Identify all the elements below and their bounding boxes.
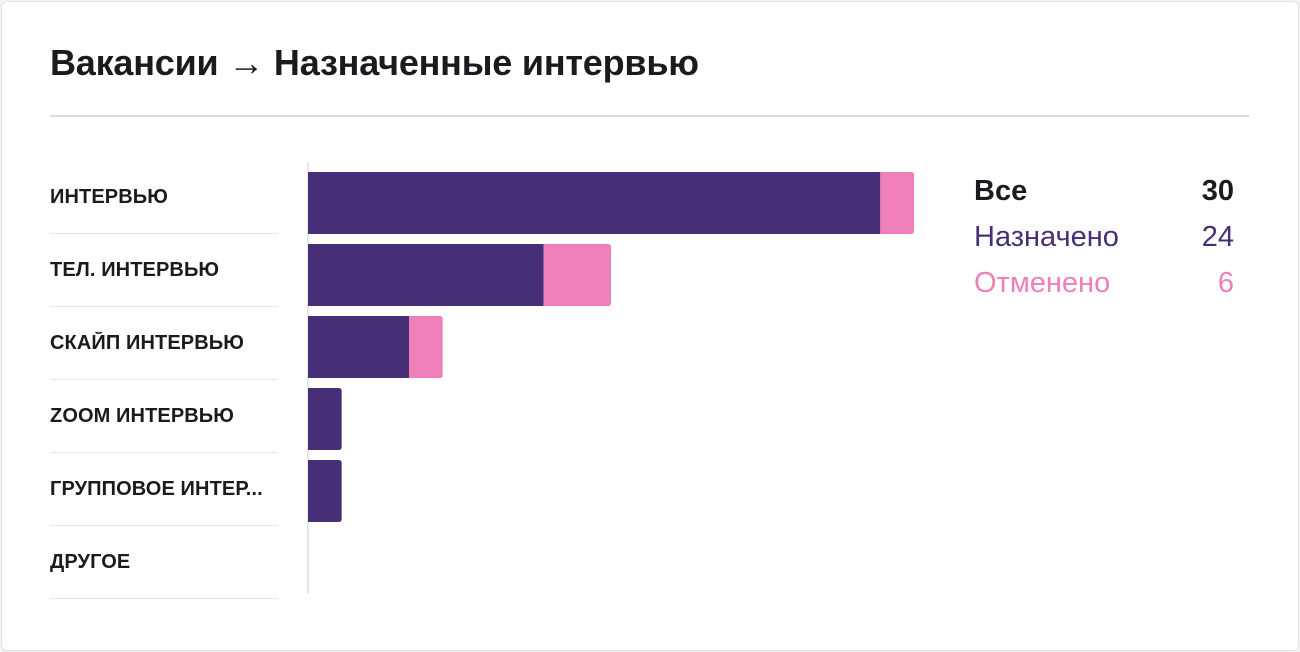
bar-segment-scheduled[interactable]: [308, 388, 342, 450]
legend-all-value: 30: [1201, 174, 1234, 207]
category-label: ГРУППОВОЕ ИНТЕР...: [50, 478, 263, 500]
bar-segment-scheduled[interactable]: [308, 244, 544, 306]
bar-segment-cancelled[interactable]: [543, 244, 611, 306]
page-title: Вакансии → Назначенные интервью: [50, 42, 699, 83]
category-label-row: ZOOM ИНТЕРВЬЮ: [50, 381, 278, 453]
legend-scheduled[interactable]: Назначено 24: [974, 214, 1234, 260]
legend-cancelled-value: 6: [1217, 266, 1234, 299]
legend-cancelled-label: Отменено: [974, 266, 1111, 299]
bar-chart: [307, 162, 914, 594]
legend-cancelled[interactable]: Отменено 6: [974, 260, 1234, 306]
bar-segment-scheduled[interactable]: [308, 460, 342, 522]
category-label: ТЕЛ. ИНТЕРВЬЮ: [50, 259, 220, 281]
bar-segment-cancelled[interactable]: [880, 172, 914, 234]
bar-segment-scheduled[interactable]: [308, 172, 881, 234]
category-label: ДРУГОЕ: [50, 551, 131, 573]
category-label-row: ГРУППОВОЕ ИНТЕР...: [50, 454, 278, 526]
legend-scheduled-value: 24: [1201, 220, 1234, 253]
category-labels: ИНТЕРВЬЮ ТЕЛ. ИНТЕРВЬЮ СКАЙП ИНТЕРВЬЮ ZOOM …: [50, 162, 278, 600]
category-label: ZOOM ИНТЕРВЬЮ: [50, 405, 235, 427]
legend-all-label: Все: [974, 174, 1028, 207]
category-label-row: ДРУГОЕ: [50, 527, 278, 599]
bar-segment-scheduled[interactable]: [308, 316, 409, 378]
legend-scheduled-label: Назначено: [974, 220, 1119, 253]
category-label: ИНТЕРВЬЮ: [50, 186, 168, 208]
bar-segment-cancelled[interactable]: [409, 316, 443, 378]
title-divider: [50, 115, 1249, 117]
category-label: СКАЙП ИНТЕРВЬЮ: [50, 332, 244, 354]
category-label-row: СКАЙП ИНТЕРВЬЮ: [50, 308, 278, 380]
legend-all[interactable]: Все 30: [974, 168, 1234, 214]
category-label-row: ТЕЛ. ИНТЕРВЬЮ: [50, 235, 278, 307]
category-label-row: ИНТЕРВЬЮ: [50, 162, 278, 234]
legend: Все 30 Назначено 24 Отменено 6: [974, 168, 1234, 306]
